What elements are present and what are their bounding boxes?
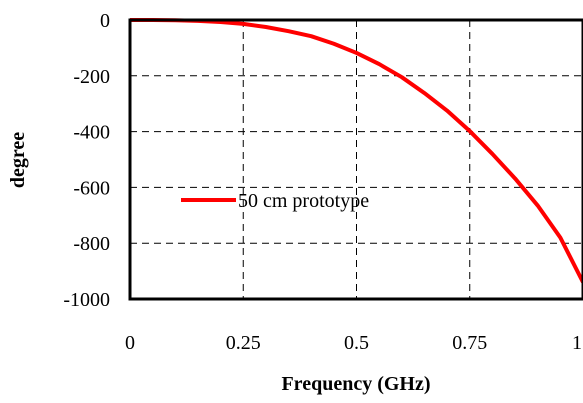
legend-label: 50 cm prototype [238,190,369,212]
y-tick-label: -400 [73,122,110,144]
x-tick-label: 0.75 [452,332,487,354]
y-tick-label: -600 [73,177,110,199]
y-axis: 0 -200 -400 -600 -800 -1000 [63,10,110,311]
y-tick-label: -800 [73,233,110,255]
y-tick-label: -1000 [63,289,110,311]
y-tick-label: 0 [100,10,110,32]
x-axis-title: Frequency (GHz) [281,373,430,395]
x-axis: 0 0.25 0.5 0.75 1 [125,332,582,354]
x-tick-label: 1 [572,332,582,354]
gridlines [130,20,583,299]
y-axis-title: degree [7,132,29,188]
x-tick-label: 0.5 [344,332,369,354]
y-tick-label: -200 [73,66,110,88]
legend: 50 cm prototype [181,190,369,212]
x-tick-label: 0 [125,332,135,354]
x-tick-label: 0.25 [226,332,261,354]
plot-frame [128,18,583,301]
